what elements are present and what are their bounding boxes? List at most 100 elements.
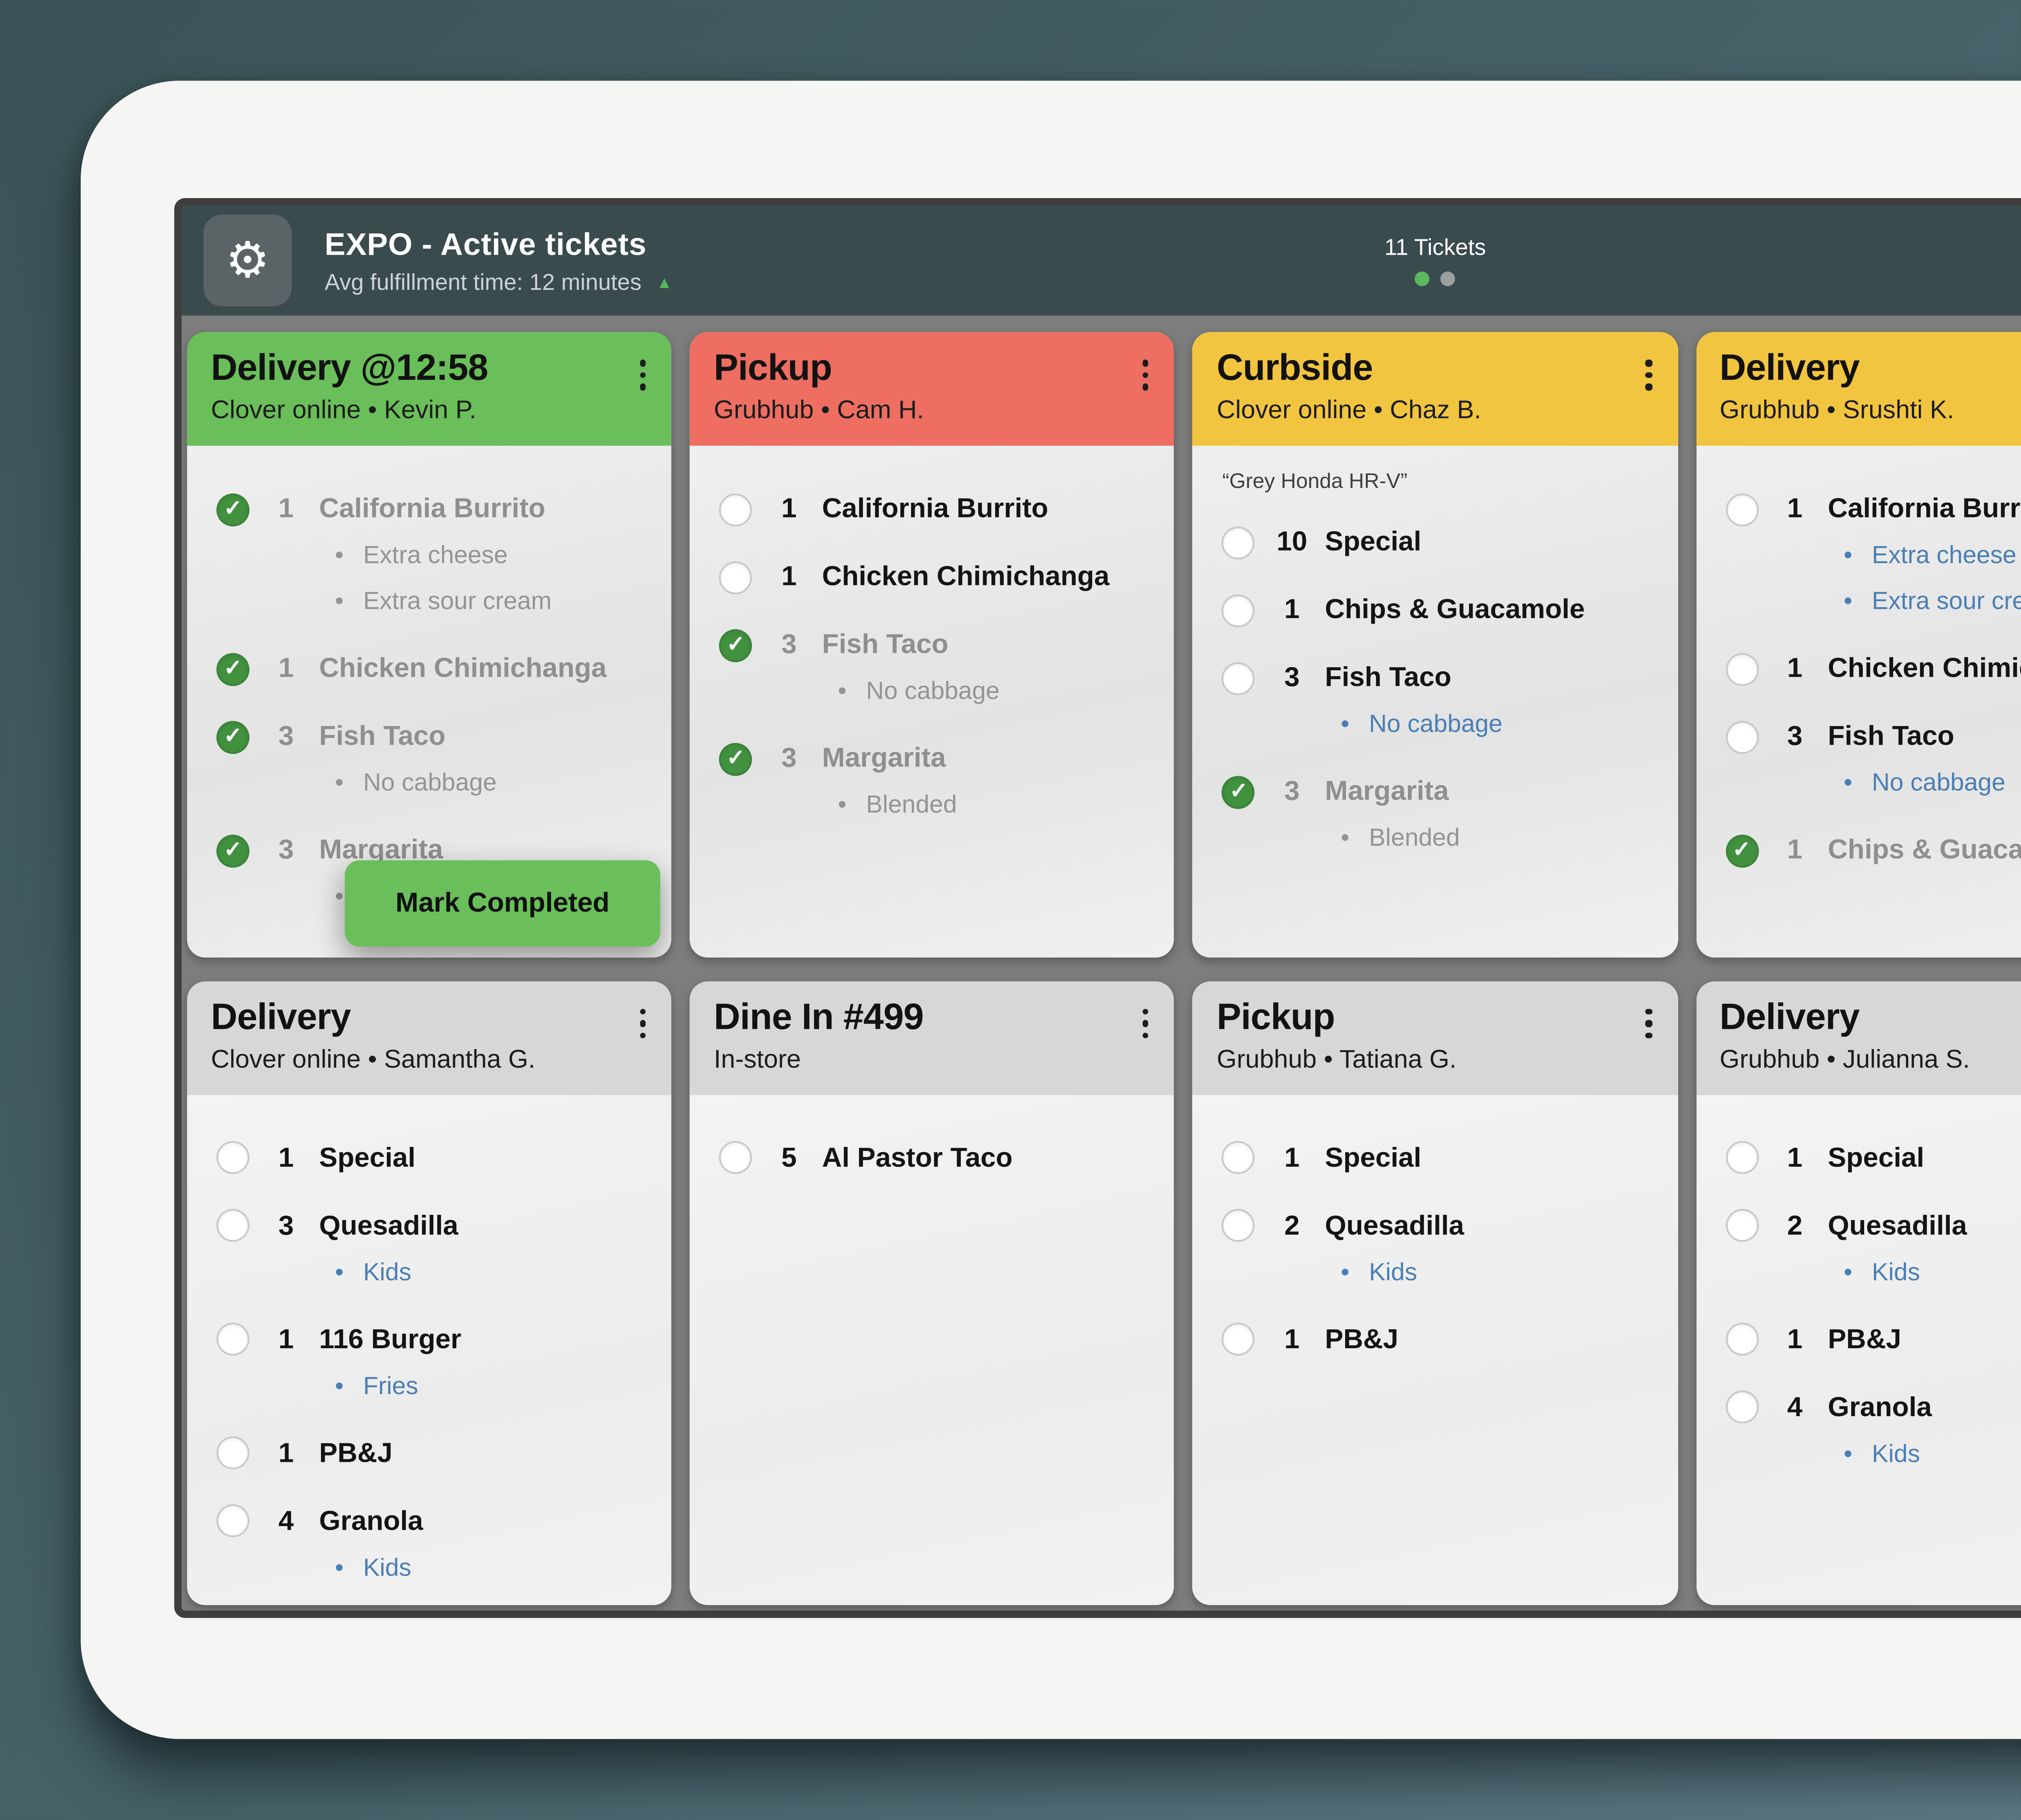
ticket-subtitle: Clover online • Samantha G. [211,1043,536,1073]
modifier-bullet [829,673,855,710]
kebab-menu-icon[interactable] [636,1004,650,1042]
ticket-card[interactable]: Delivery Grubhub • Srushti K. 1 Californ… [1696,332,2021,957]
item-checkbox[interactable] [1222,1209,1255,1242]
item-qty: 3 [781,743,797,774]
ticket-header: Delivery Grubhub • Srushti K. [1696,332,2021,446]
item-name: Fish Taco [319,721,446,752]
ticket-card[interactable]: Delivery Grubhub • Julianna S. 1 Special… [1696,980,2021,1605]
item-qty: 3 [278,721,294,752]
item-checkbox[interactable] [1725,492,1758,526]
item-checkbox[interactable] [1725,834,1758,867]
ticket-body: 1 Special 2 Quesadilla Kids 1 PB&J [1193,1094,1678,1605]
item-name: Fish Taco [822,629,949,661]
curbside-note: “Grey Honda HR-V” [1222,471,1407,494]
modifier-bullet [327,765,352,802]
item-qty: 3 [1284,662,1300,694]
item-name: Special [1325,526,1422,558]
ticket-item: 3 Fish Taco [1222,659,1663,697]
modifier-text: No cabbage [866,677,1000,705]
ticket-board: Delivery @12:58 Clover online • Kevin P.… [181,315,2021,1611]
item-checkbox[interactable] [719,742,753,775]
modifier-bullet [1332,820,1358,857]
item-modifier: Extra sour cream [216,583,657,620]
item-qty: 1 [1284,594,1300,626]
ticket-card[interactable]: Pickup Grubhub • Tatiana G. 1 Special 2 … [1193,980,1678,1605]
ticket-card[interactable]: Curbside Clover online • Chaz B. “Grey H… [1193,332,1678,957]
item-checkbox[interactable] [719,560,753,593]
item-checkbox[interactable] [1725,1209,1758,1242]
ticket-item: 3 Fish Taco [216,717,657,756]
item-checkbox[interactable] [216,834,250,867]
ticket-body: 1 Special 3 Quesadilla Kids 1 116 Burger… [187,1094,672,1605]
item-checkbox[interactable] [1725,1322,1758,1356]
item-qty: 1 [278,1323,294,1355]
item-checkbox[interactable] [216,1436,250,1470]
item-checkbox[interactable] [1725,720,1758,753]
ticket-title: Pickup [1217,997,1335,1038]
ticket-item: 1 Chicken Chimichanga [719,557,1160,596]
kebab-menu-icon[interactable] [1642,1004,1656,1042]
ticket-card[interactable]: Dine In #499 In-store 5 Al Pastor Taco [690,980,1175,1605]
page-dot-inactive[interactable] [1441,271,1456,286]
item-checkbox[interactable] [216,1322,250,1356]
ticket-count: 11 Tickets [1384,234,1486,261]
kebab-menu-icon[interactable] [636,356,650,393]
item-checkbox[interactable] [1725,1390,1758,1424]
item-checkbox[interactable] [216,1504,250,1537]
item-checkbox[interactable] [1725,652,1758,685]
item-checkbox[interactable] [719,492,753,526]
item-checkbox[interactable] [1222,775,1255,808]
item-modifier: Extra sour cream [1725,583,2021,620]
kebab-menu-icon[interactable] [1642,356,1656,393]
item-checkbox[interactable] [1222,593,1255,627]
ticket-item: 3 Fish Taco [719,625,1160,664]
ticket-item: 3 Fish Taco [1725,717,2021,756]
kebab-menu-icon[interactable] [1139,1004,1152,1042]
settings-button[interactable]: ⚙ [203,214,292,306]
item-qty: 1 [278,1142,294,1173]
trend-up-icon: ▲ [656,272,673,291]
ticket-header: Dine In #499 In-store [690,980,1175,1094]
ticket-card[interactable]: Delivery @12:58 Clover online • Kevin P.… [187,332,672,957]
item-checkbox[interactable] [216,720,250,753]
ticket-card[interactable]: Pickup Grubhub • Cam H. 1 California Bur… [690,332,1175,957]
item-checkbox[interactable] [216,1209,250,1242]
modifier-bullet [327,1549,352,1586]
modifier-bullet [1835,583,1861,620]
ticket-body: 1 California Burrito Extra cheese Extra s… [1696,445,2021,957]
ticket-item: 3 Margarita [719,739,1160,778]
ticket-item: 1 PB&J [1222,1320,1663,1358]
modifier-bullet [1835,538,1861,574]
item-checkbox[interactable] [1725,1141,1758,1174]
modifier-bullet [327,538,352,574]
item-qty: 3 [781,629,797,661]
kebab-menu-icon[interactable] [1139,356,1152,393]
item-modifier: No cabbage [216,765,657,802]
item-name: Margarita [1325,776,1449,807]
item-checkbox[interactable] [1222,661,1255,695]
avg-fulfillment-label: Avg fulfillment time: 12 minutes [325,268,642,295]
page-dot-active[interactable] [1415,271,1430,286]
item-checkbox[interactable] [216,492,250,526]
item-checkbox[interactable] [719,1141,753,1174]
item-checkbox[interactable] [719,628,753,661]
item-name: Fish Taco [1325,662,1451,694]
item-name: Fish Taco [1828,721,1954,752]
item-qty: 1 [1284,1323,1300,1355]
ticket-subtitle: Clover online • Chaz B. [1217,394,1481,424]
item-qty: 1 [781,561,797,593]
item-checkbox[interactable] [1222,526,1255,559]
item-checkbox[interactable] [1222,1322,1255,1356]
modifier-text: No cabbage [363,769,497,796]
ticket-card[interactable]: Delivery Clover online • Samantha G. 1 S… [187,980,672,1605]
ticket-title: Pickup [713,348,832,389]
modifier-text: Blended [1369,823,1460,851]
mark-completed-button[interactable]: Mark Completed [345,860,660,947]
modifier-bullet [1332,706,1358,743]
item-checkbox[interactable] [216,652,250,685]
item-checkbox[interactable] [1222,1141,1255,1174]
item-checkbox[interactable] [216,1141,250,1174]
ticket-item: 1 Chips & Guacamole [1222,591,1663,629]
item-name: Chips & Guacamole [1325,594,1585,626]
modifier-text: Blended [866,790,957,818]
